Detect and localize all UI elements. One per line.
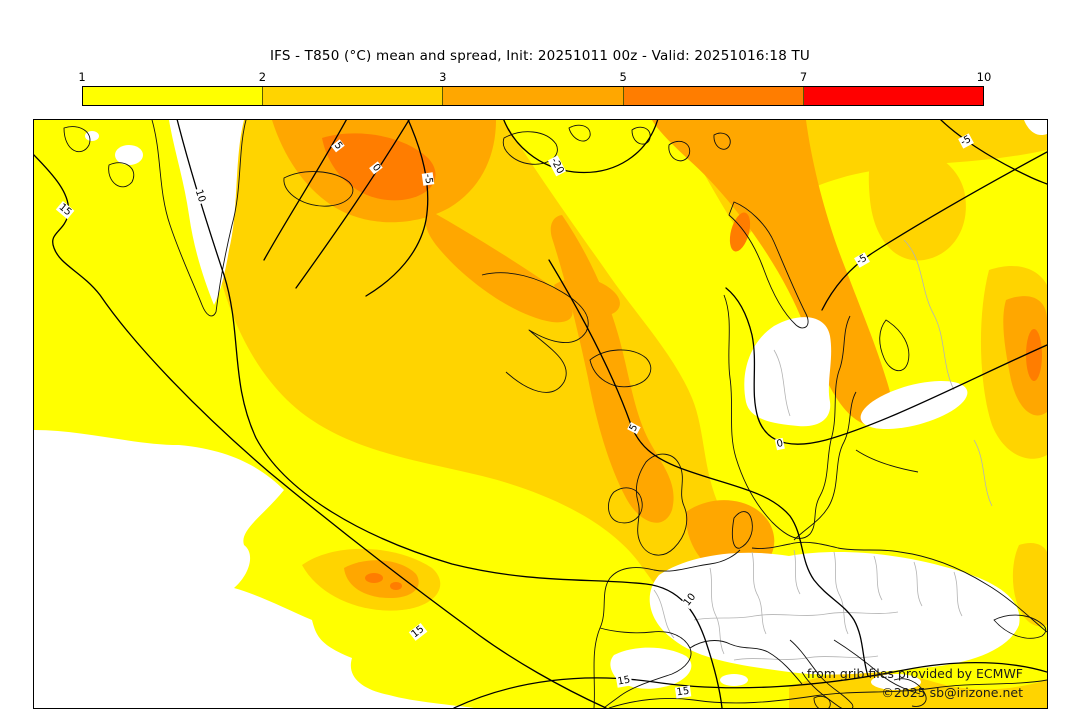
colorbar-segment [443, 87, 624, 105]
ireland-coastline [608, 487, 643, 524]
africa-coastline [608, 679, 1047, 708]
weather-map-svg [34, 120, 1047, 708]
colorbar-tick: 1 [78, 70, 86, 84]
colorbar-tick: 3 [439, 70, 447, 84]
iceland-coastline [589, 349, 652, 388]
contour-lines [34, 120, 1047, 708]
attribution: from grib files provided by ECMWF ©2025 … [807, 664, 1023, 702]
country-borders [653, 239, 993, 661]
spread-colorbar: 1 2 3 5 7 10 [78, 70, 991, 106]
colorbar-tick: 2 [258, 70, 267, 84]
coastlines [63, 120, 1047, 708]
iberia-coastline [599, 627, 692, 708]
colorbar-segment [803, 87, 984, 105]
colorbar-segment [83, 87, 264, 105]
norway-coastline [723, 294, 851, 539]
chart-title: IFS - T850 (°C) mean and spread, Init: 2… [269, 48, 811, 64]
greece-coastline [893, 678, 927, 707]
britain-coastline [635, 453, 688, 556]
colorbar-segments [82, 86, 984, 106]
attribution-copyright: ©2025 sb@irizone.net [881, 685, 1023, 700]
colorbar-tick: 10 [976, 70, 992, 84]
colorbar-segment [623, 87, 804, 105]
colorbar-tick: 7 [799, 70, 808, 84]
attribution-source: from grib files provided by ECMWF [806, 666, 1023, 681]
colorbar-tick: 5 [619, 70, 627, 84]
colorbar-segment [263, 87, 444, 105]
weather-map: 15 10 5 0 -5 -20 -5 -5 5 0 10 15 15 15 from grib file… [33, 119, 1048, 709]
colorbar-tick-labels: 1 2 3 5 7 10 [78, 70, 991, 84]
